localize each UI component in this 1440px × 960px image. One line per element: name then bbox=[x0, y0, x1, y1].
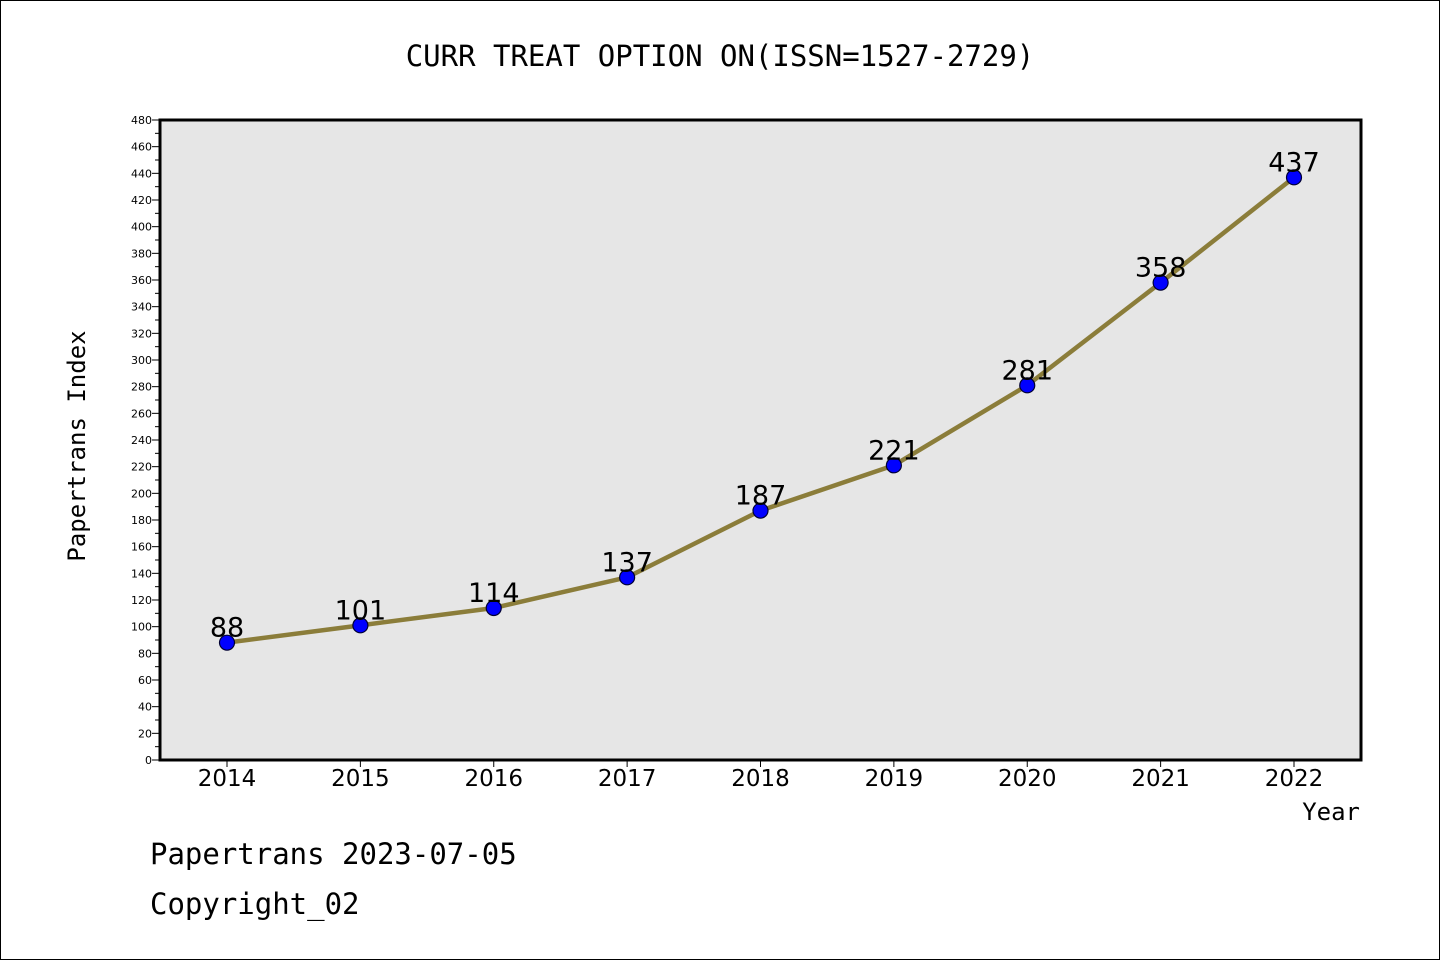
x-tick-label: 2015 bbox=[331, 766, 390, 792]
y-tick-label: 80 bbox=[138, 647, 152, 660]
x-tick-label: 2014 bbox=[198, 766, 257, 792]
x-axis-label: Year bbox=[1302, 798, 1360, 826]
y-tick-label: 40 bbox=[138, 701, 152, 714]
y-tick-label: 20 bbox=[138, 727, 152, 740]
data-point bbox=[352, 617, 369, 634]
x-tick-label: 2022 bbox=[1265, 766, 1324, 792]
data-label: 281 bbox=[1001, 355, 1053, 386]
y-tick-label: 60 bbox=[138, 674, 152, 687]
y-tick-label: 240 bbox=[131, 434, 152, 447]
data-label: 437 bbox=[1268, 147, 1320, 178]
y-tick-label: 420 bbox=[131, 194, 152, 207]
y-tick-label: 440 bbox=[131, 167, 152, 180]
y-tick-label: 380 bbox=[131, 247, 152, 260]
y-tick-label: 160 bbox=[131, 541, 152, 554]
chart-title: CURR TREAT OPTION ON(ISSN=1527-2729) bbox=[406, 39, 1035, 73]
y-tick-label: 400 bbox=[131, 221, 152, 234]
y-tick-label: 200 bbox=[131, 487, 152, 500]
x-tick-label: 2016 bbox=[464, 766, 523, 792]
y-axis: 0 20 40 60 80 100 120 140 160 180 200 220 240 260 280 3… bbox=[131, 114, 160, 767]
data-point bbox=[485, 599, 502, 617]
data-point bbox=[619, 569, 636, 586]
y-tick-label: 180 bbox=[131, 514, 152, 527]
data-label: 358 bbox=[1135, 253, 1187, 284]
x-tick-label: 2021 bbox=[1131, 766, 1190, 792]
y-tick-label: 140 bbox=[131, 567, 152, 580]
y-tick-label: 220 bbox=[131, 461, 152, 474]
y-tick-label: 100 bbox=[131, 621, 152, 634]
y-tick-label: 360 bbox=[131, 274, 152, 287]
x-tick-label: 2018 bbox=[731, 766, 790, 792]
data-label: 101 bbox=[335, 595, 387, 626]
y-tick-label: 0 bbox=[145, 754, 152, 767]
data-points bbox=[218, 169, 1303, 651]
data-point bbox=[1019, 377, 1036, 394]
data-point bbox=[885, 457, 902, 474]
data-point bbox=[218, 634, 236, 651]
x-tick-label: 2017 bbox=[598, 766, 657, 792]
data-label: 88 bbox=[210, 613, 244, 644]
data-label: 114 bbox=[468, 578, 520, 609]
data-label: 221 bbox=[868, 435, 920, 466]
data-label: 187 bbox=[735, 481, 787, 512]
footer-date: Papertrans 2023-07-05 bbox=[150, 837, 517, 871]
y-tick-label: 280 bbox=[131, 381, 152, 394]
y-tick-label: 480 bbox=[131, 114, 152, 127]
footer-copyright: Copyright_02 bbox=[150, 887, 360, 922]
x-tick-label: 2020 bbox=[998, 766, 1057, 792]
y-axis-label: Papertrans Index bbox=[63, 330, 91, 561]
data-labels: 88 101 114 137 187 221 281 358 437 bbox=[210, 147, 1320, 643]
data-point bbox=[752, 502, 769, 519]
y-tick-label: 340 bbox=[131, 301, 152, 314]
plot-area bbox=[158, 118, 1363, 762]
y-tick-label: 300 bbox=[131, 354, 152, 367]
x-tick-label: 2019 bbox=[865, 766, 924, 792]
x-axis: 2014 2015 2016 2017 2018 2019 2020 2021 2022 bbox=[198, 760, 1324, 792]
y-tick-label: 120 bbox=[131, 594, 152, 607]
data-label: 137 bbox=[601, 547, 653, 578]
y-tick-label: 260 bbox=[131, 407, 152, 420]
y-tick-label: 460 bbox=[131, 141, 152, 154]
y-tick-label: 320 bbox=[131, 327, 152, 340]
data-point bbox=[1152, 274, 1169, 291]
data-point bbox=[1285, 169, 1303, 186]
